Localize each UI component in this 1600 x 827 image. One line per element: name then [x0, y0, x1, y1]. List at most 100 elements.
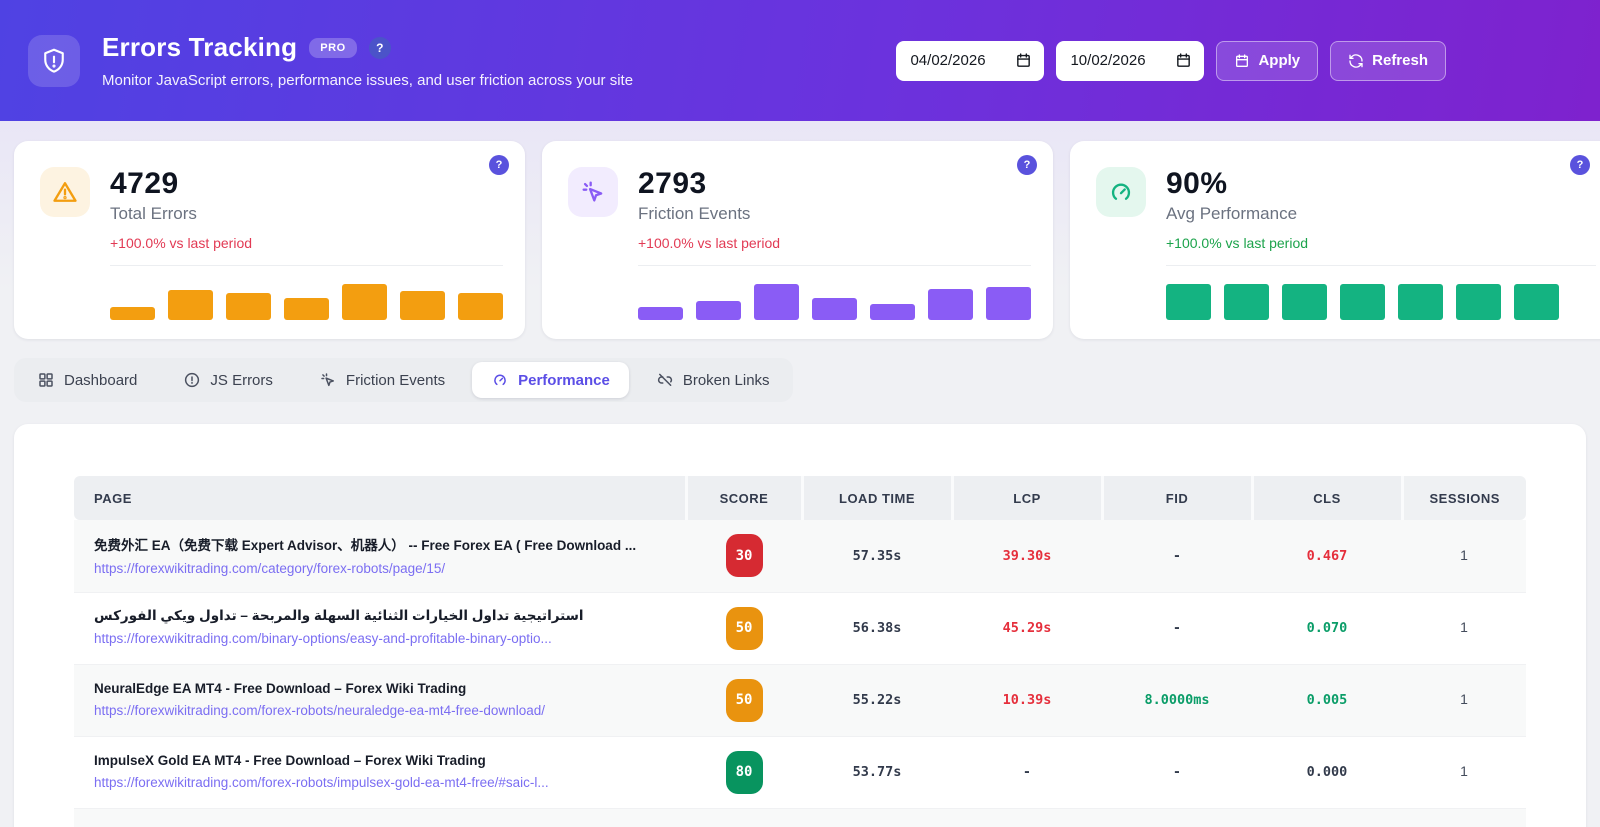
tab-friction-events[interactable]: Friction Events	[300, 362, 464, 398]
stat-value: 4729	[110, 167, 179, 200]
spark-bar	[928, 289, 973, 320]
sessions-value: 1	[1460, 763, 1468, 779]
lcp-value: 39.30s	[1002, 547, 1052, 564]
fid-value: -	[1172, 620, 1182, 636]
load-time-value: 57.35s	[852, 547, 902, 564]
stat-value: 90%	[1166, 167, 1228, 200]
end-date-value: 10/02/2026	[1070, 52, 1146, 69]
page-header: Errors Tracking PRO ? Monitor JavaScript…	[0, 0, 1600, 121]
spark-bar	[110, 307, 155, 320]
tab-label: Friction Events	[345, 371, 446, 389]
shield-alert-icon	[28, 34, 80, 87]
stat-label: Avg Performance	[1166, 204, 1298, 223]
tab-label: Broken Links	[682, 371, 770, 389]
refresh-button-label: Refresh	[1372, 52, 1428, 69]
header-toolbar: 04/02/2026 10/02/2026 Apply	[896, 40, 1446, 81]
refresh-icon	[1348, 53, 1364, 69]
score-badge: 80	[725, 750, 763, 794]
stat-card-total-errors: ? 4729 Total Errors +100.0% vs last peri…	[14, 141, 525, 339]
load-time-value: 55.22s	[852, 692, 902, 708]
start-date-value: 04/02/2026	[910, 52, 986, 69]
card-help-icon[interactable]: ?	[489, 155, 509, 175]
page-url-link[interactable]: https://forexwikitrading.com/forex-robot…	[94, 702, 545, 718]
lcp-value: -	[1022, 764, 1032, 780]
page-title: Errors Tracking	[102, 32, 298, 62]
tab-performance[interactable]: Performance	[472, 362, 629, 398]
column-header-load-time: LOAD TIME	[800, 476, 952, 520]
stat-label: Friction Events	[638, 204, 751, 223]
spark-bar	[812, 298, 857, 320]
column-header-page: PAGE	[74, 476, 686, 520]
spark-bar	[870, 304, 915, 320]
warning-triangle-icon	[40, 167, 90, 217]
start-date-input[interactable]: 04/02/2026	[896, 40, 1045, 81]
page-subtitle: Monitor JavaScript errors, performance i…	[102, 72, 634, 89]
tab-dashboard[interactable]: Dashboard	[18, 362, 156, 398]
spark-bar	[1282, 284, 1327, 320]
lcp-value: 10.39s	[1002, 692, 1052, 708]
table-row: NeuralEdge EA MT4 - Free Download – Fore…	[74, 663, 1526, 736]
end-date-input[interactable]: 10/02/2026	[1056, 40, 1205, 81]
stat-value: 2793	[638, 167, 707, 200]
spark-bar	[696, 301, 741, 320]
sessions-value: 1	[1460, 619, 1468, 635]
cls-value: 0.467	[1306, 547, 1348, 564]
page-url-link[interactable]: https://forexwikitrading.com/category/fo…	[94, 560, 446, 576]
score-badge: 50	[725, 606, 763, 650]
column-header-score: SCORE	[684, 476, 802, 520]
gauge-icon	[491, 371, 509, 389]
refresh-button[interactable]: Refresh	[1330, 40, 1446, 81]
table-row: 免费外汇 EA（免费下载 Expert Advisor、机器人） -- Free…	[74, 520, 1526, 592]
fid-value: -	[1172, 764, 1182, 780]
gauge-icon	[1096, 167, 1146, 217]
stat-delta: +100.0% vs last period	[638, 235, 781, 251]
column-header-cls: CLS	[1250, 476, 1402, 520]
calendar-icon	[1234, 53, 1250, 69]
spark-bar	[458, 293, 503, 320]
grid-icon	[37, 371, 55, 389]
fid-value: 8.0000ms	[1144, 692, 1210, 708]
page-title-cell: ImpulseX Gold EA MT4 - Free Download – F…	[94, 752, 486, 768]
tab-label: Performance	[518, 371, 610, 389]
apply-button[interactable]: Apply	[1216, 40, 1319, 81]
spark-bar	[1514, 284, 1559, 320]
column-header-sessions: SESSIONS	[1400, 476, 1526, 520]
sessions-value: 1	[1460, 546, 1468, 563]
broken-link-icon	[656, 371, 674, 389]
spark-bar	[1224, 284, 1269, 320]
stat-card-friction-events: ? 2793 Friction Events +100.0% vs last p…	[542, 141, 1053, 339]
sparkline-bars	[110, 280, 503, 320]
page-content: ? 4729 Total Errors +100.0% vs last peri…	[0, 121, 1600, 827]
spark-bar	[168, 290, 213, 320]
table-header-row: PAGE SCORE LOAD TIME LCP FID CLS SESSION…	[74, 476, 1526, 520]
spark-bar	[1166, 284, 1211, 320]
card-help-icon[interactable]: ?	[1017, 155, 1037, 175]
divider	[638, 265, 1031, 266]
tab-bar: Dashboard JS Errors Friction Events	[14, 358, 793, 402]
page-title-cell: استراتيجية تداول الخيارات الثنائية السهل…	[94, 608, 584, 623]
spark-bar	[986, 287, 1031, 320]
lcp-value: 45.29s	[1002, 620, 1052, 636]
sessions-value: 1	[1460, 691, 1468, 707]
stats-row: ? 4729 Total Errors +100.0% vs last peri…	[0, 141, 1600, 339]
divider	[1166, 265, 1596, 266]
page-url-link[interactable]: https://forexwikitrading.com/binary-opti…	[94, 631, 552, 646]
divider	[110, 265, 503, 266]
tab-broken-links[interactable]: Broken Links	[637, 362, 789, 398]
fid-value: -	[1172, 547, 1182, 564]
sparkline-bars	[1166, 280, 1596, 320]
cls-value: 0.000	[1306, 764, 1348, 780]
stat-label: Total Errors	[110, 204, 197, 223]
spark-bar	[226, 293, 271, 320]
header-help-icon[interactable]: ?	[368, 36, 391, 59]
tab-label: Dashboard	[64, 371, 138, 389]
spark-bar	[1456, 284, 1501, 320]
column-header-fid: FID	[1100, 476, 1252, 520]
tab-js-errors[interactable]: JS Errors	[164, 362, 292, 398]
load-time-value: 53.77s	[852, 764, 902, 780]
card-help-icon[interactable]: ?	[1570, 155, 1590, 175]
spark-bar	[1340, 284, 1385, 320]
page-title-cell: 免费外汇 EA（免费下载 Expert Advisor、机器人） -- Free…	[94, 537, 637, 553]
cursor-click-icon	[568, 167, 618, 217]
page-url-link[interactable]: https://forexwikitrading.com/forex-robot…	[94, 774, 549, 790]
